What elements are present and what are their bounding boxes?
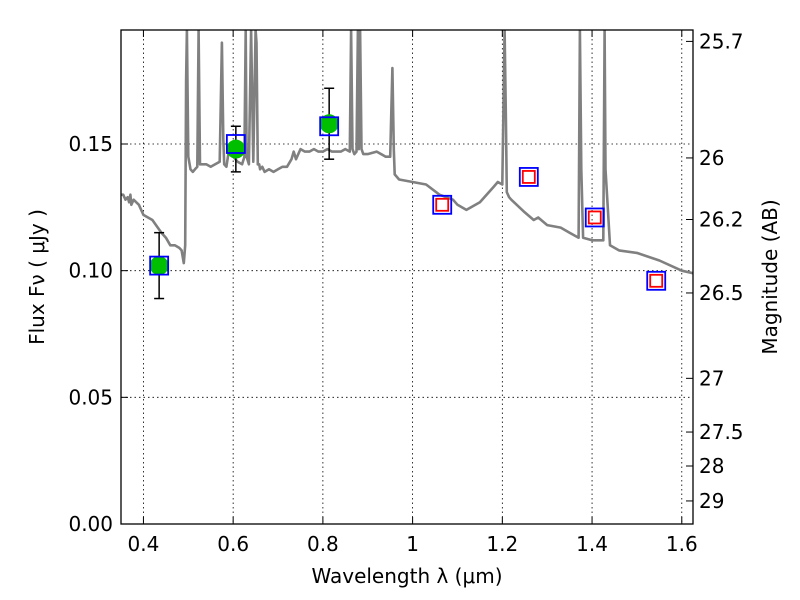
- x-tick-label: 0.6: [217, 532, 249, 556]
- axis-ticks: 0.4 0.6 0.8 1 1.2 1.4 1.6 0.00 0.05 0.10 0.15 25.7 2…: [68, 29, 743, 556]
- template-flux-square: [435, 197, 450, 212]
- right-tick-label: 28: [699, 454, 724, 478]
- right-tick-label: 27.5: [699, 420, 744, 444]
- right-tick-label: 27: [699, 366, 724, 390]
- right-tick-label: 26.2: [699, 207, 744, 231]
- model-flux-square: [432, 194, 453, 215]
- y-tick-label: 0.05: [68, 385, 113, 409]
- x-axis-title: Wavelength λ (μm): [311, 564, 502, 588]
- right-tick-label: 26.5: [699, 281, 744, 305]
- model-flux-square: [518, 167, 539, 187]
- model-flux-square: [584, 207, 605, 228]
- y-axis-title: Flux Fν ( μJy ): [25, 209, 49, 345]
- plot-frame: [120, 29, 694, 525]
- model-flux-square: [646, 270, 667, 291]
- x-tick-label: 1.2: [486, 532, 518, 556]
- x-tick-label: 0.4: [128, 532, 160, 556]
- right-tick-label: 25.7: [699, 29, 744, 53]
- model-flux-square: [319, 116, 340, 137]
- x-tick-label: 1.6: [666, 532, 698, 556]
- right-tick-label: 26: [699, 146, 724, 170]
- sed-model-line: [121, 30, 693, 275]
- model-flux-square: [149, 255, 170, 276]
- template-flux-square: [649, 273, 664, 288]
- grid-lines: [121, 30, 693, 525]
- x-tick-label: 0.8: [307, 532, 339, 556]
- observed-point: [149, 256, 169, 276]
- model-flux-square: [225, 134, 246, 154]
- y-tick-label: 0.00: [68, 512, 113, 536]
- plot-series-group: [121, 30, 693, 300]
- plot-area: [121, 30, 693, 300]
- y-tick-label: 0.15: [68, 132, 113, 156]
- x-tick-label: 1: [406, 532, 419, 556]
- observed-point: [226, 139, 246, 159]
- right-tick-label: 29: [699, 489, 724, 513]
- template-flux-square: [521, 170, 536, 184]
- y-tick-label: 0.10: [68, 259, 113, 283]
- template-flux-square: [587, 210, 602, 225]
- y-axis-title-right: Magnitude (AB): [758, 199, 782, 354]
- x-tick-label: 1.4: [576, 532, 608, 556]
